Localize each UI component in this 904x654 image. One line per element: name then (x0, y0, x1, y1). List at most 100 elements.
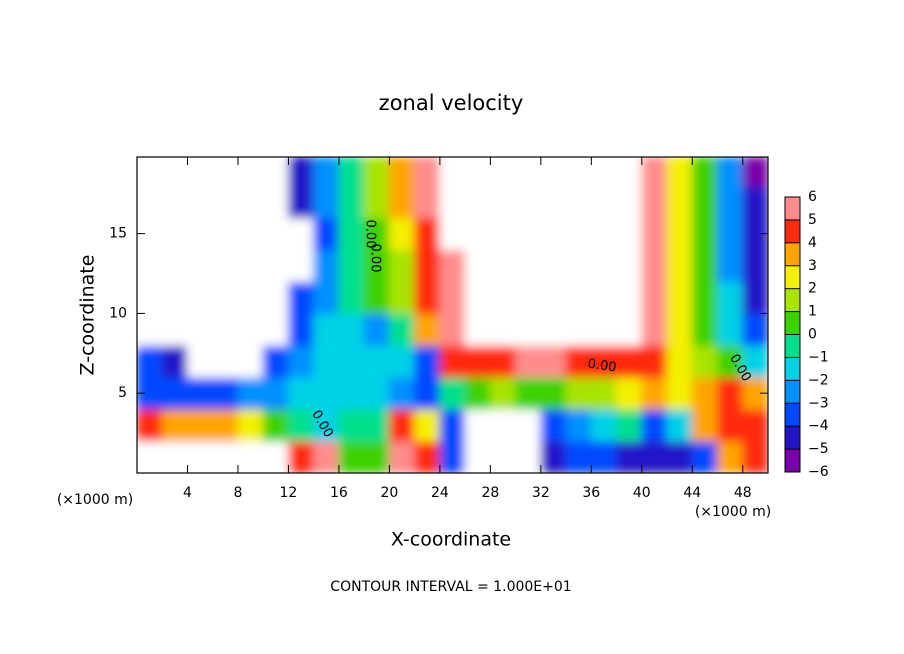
field-cell (287, 376, 315, 410)
field-cell (186, 344, 214, 378)
field-cell (515, 249, 542, 282)
field-cell (565, 408, 592, 442)
field-cell (363, 217, 390, 251)
field-cell (414, 280, 441, 314)
field-cell (641, 185, 668, 219)
field-cell (540, 185, 567, 219)
field-cell (565, 440, 592, 473)
field-cell (717, 185, 744, 219)
field-cell (363, 344, 390, 378)
colorbar-bin (785, 449, 800, 472)
field-cell (565, 157, 592, 187)
field-cell (237, 344, 264, 378)
field-cell (616, 217, 643, 251)
field-cell (262, 217, 289, 251)
field-cell (691, 312, 719, 346)
colorbar-bin (785, 197, 800, 220)
colorbar-label: 5 (808, 212, 817, 228)
field-cell (161, 440, 188, 473)
field-cell (414, 185, 441, 219)
field-cell (464, 217, 491, 251)
field-cell (666, 157, 693, 187)
field-cell (565, 312, 592, 346)
field-cell (565, 185, 592, 219)
field-cell (540, 312, 567, 346)
field-cell (616, 408, 643, 442)
field-cell (363, 157, 390, 187)
x-tick-label: 28 (481, 485, 499, 501)
field-cell (540, 408, 567, 442)
field-cell (287, 249, 315, 282)
field-cell (137, 440, 163, 473)
field-cell (313, 376, 340, 410)
field-cell (666, 376, 693, 410)
field-cell (212, 408, 239, 442)
field-cell (388, 440, 416, 473)
field-cell (161, 157, 188, 187)
field-cell (439, 376, 466, 410)
field (137, 157, 768, 473)
field-cell (565, 217, 592, 251)
field-cell (287, 440, 315, 473)
field-cell (338, 185, 365, 219)
field-cell (641, 217, 668, 251)
field-cell (161, 344, 188, 378)
colorbar-label: −1 (808, 349, 829, 365)
field-cell (464, 344, 491, 378)
x-tick-label: 16 (330, 485, 348, 501)
colorbar-bin (785, 242, 800, 266)
colorbar-bin (785, 311, 800, 335)
chart-title: zonal velocity (379, 91, 524, 115)
field-cell (641, 440, 668, 473)
field-cell (742, 408, 768, 442)
field-cell (540, 157, 567, 187)
x-tick-label: 4 (183, 485, 192, 501)
field-cell (338, 440, 365, 473)
field-cell (691, 280, 719, 314)
x-tick-label: 12 (280, 485, 298, 501)
field-cell (540, 217, 567, 251)
field-cell (515, 440, 542, 473)
field-cell (439, 185, 466, 219)
field-cell (161, 312, 188, 346)
colorbar-label: 2 (808, 281, 817, 297)
field-cell (287, 344, 315, 378)
field-cell (212, 217, 239, 251)
field-cell (237, 185, 264, 219)
field-cell (338, 280, 365, 314)
field-cell (590, 312, 618, 346)
field-cell (137, 344, 163, 378)
field-cell (590, 280, 618, 314)
colorbar-label: 1 (808, 304, 817, 320)
field-cell (313, 440, 340, 473)
field-cell (262, 408, 289, 442)
field-cell (691, 157, 719, 187)
field-cell (616, 344, 643, 378)
contour-label: 0.00 (587, 357, 618, 376)
field-cell (186, 157, 214, 187)
field-cell (489, 185, 517, 219)
x-unit: (×1000 m) (695, 504, 771, 520)
field-cell (590, 408, 618, 442)
field-cell (313, 185, 340, 219)
y-tick-label: 10 (109, 305, 127, 321)
field-cell (439, 280, 466, 314)
field-cell (489, 249, 517, 282)
field-cell (414, 376, 441, 410)
field-cell (338, 217, 365, 251)
colorbar-bin (785, 334, 800, 358)
field-cell (590, 185, 618, 219)
field-cell (262, 312, 289, 346)
field-cell (137, 185, 163, 219)
field-cell (313, 217, 340, 251)
field-cell (742, 157, 768, 187)
field-cell (186, 408, 214, 442)
field-cell (313, 312, 340, 346)
field-cell (363, 185, 390, 219)
colorbar-bin (785, 265, 800, 289)
field-cell (338, 249, 365, 282)
colorbar-bin (785, 288, 800, 312)
field-cell (237, 280, 264, 314)
colorbar-bin (785, 357, 800, 381)
